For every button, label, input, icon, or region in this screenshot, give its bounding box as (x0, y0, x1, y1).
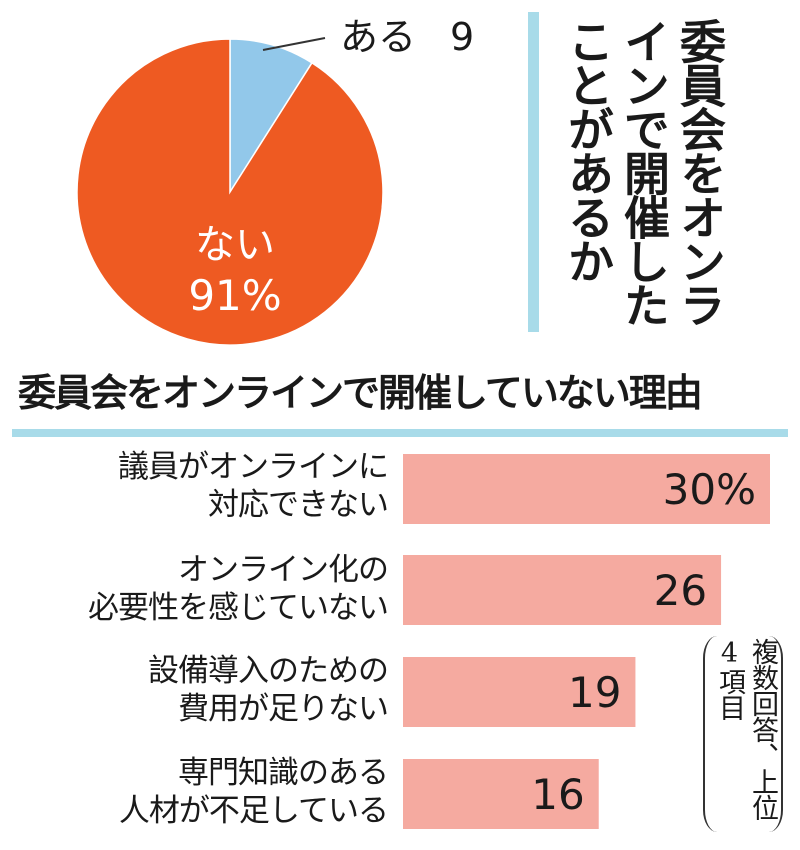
bar-value-label: 30% (663, 465, 756, 514)
bar-value-label: 26 (654, 566, 707, 615)
pie-title: 委員会をオンラインで開催したことがあるか (561, 18, 727, 326)
pie-slice-aru (229, 38, 314, 195)
pie-slice-nai (76, 38, 384, 346)
category-label-line: オンライン化の (178, 552, 389, 588)
section-rule (12, 429, 788, 437)
category-label-line: 対応できない (208, 487, 389, 523)
pie-label-nai: ない (195, 222, 275, 268)
category-label-line: 必要性を感じていない (88, 590, 389, 626)
category-label-line: 専門知識のある (178, 755, 389, 791)
pie-leader-line (262, 37, 326, 51)
category-label-line: 設備導入のための (148, 653, 389, 689)
pie-chart: ある 9 ない 91% (76, 15, 474, 346)
note-bracket: 複数回答、上位4項目 (703, 636, 783, 832)
bar-chart: 30% 26 19 16 (403, 454, 770, 829)
category-label: オンライン化の 必要性を感じていない (88, 551, 389, 627)
category-label: 設備導入のための 費用が足りない (148, 652, 389, 728)
bar-value-label: 16 (531, 770, 584, 819)
note-text: 複数回答、上位4項目 (714, 638, 778, 820)
pie-value-aru: 9 (450, 15, 474, 59)
bar-value-label: 19 (568, 668, 621, 717)
bar (403, 454, 770, 524)
category-label-line: 議員がオンラインに (118, 449, 389, 485)
bar-section-title: 委員会をオンラインで開催していない理由 (18, 371, 703, 415)
bar (403, 759, 599, 829)
category-label-line: 人材が不足している (118, 793, 389, 829)
category-label-line: 費用が足りない (178, 691, 389, 727)
category-label: 専門知識のある 人材が不足している (118, 754, 389, 830)
category-label: 議員がオンラインに 対応できない (118, 448, 389, 524)
pie-label-aru: ある (340, 15, 416, 59)
pie-value-nai: 91% (188, 271, 281, 320)
bar (403, 555, 722, 625)
bar (403, 657, 636, 727)
title-accent-bar (528, 12, 539, 332)
